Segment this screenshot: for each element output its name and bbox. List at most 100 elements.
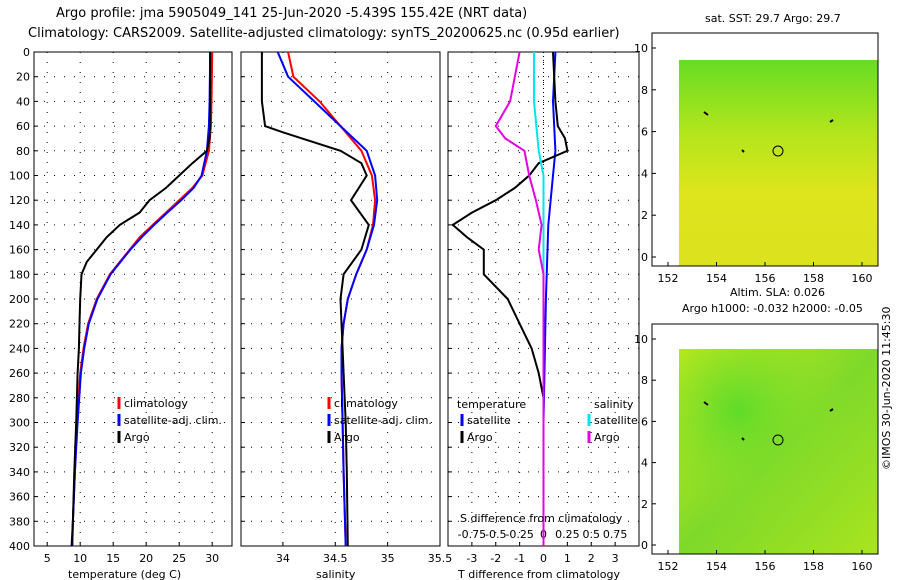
x-top-tick-label: -0.25 — [505, 528, 533, 541]
x-tick-label: 25 — [172, 552, 186, 565]
legend-climatology-label: climatology — [124, 397, 188, 410]
map-y-tick-label: 8 — [641, 84, 648, 97]
x-tick-label: 20 — [139, 552, 153, 565]
map-y-tick-label: 2 — [641, 498, 648, 511]
legend-argo-label: Argo — [334, 431, 360, 444]
map-x-tick-label: 156 — [755, 272, 776, 285]
series-line-climatology — [71, 51, 214, 547]
x-tick-label: 34 — [276, 552, 290, 565]
argo-float-location-marker — [772, 434, 784, 446]
map-y-tick-label: 0 — [641, 539, 648, 552]
x-top-tick-label: -0.5 — [485, 528, 506, 541]
sst-map-field — [679, 60, 878, 266]
y-tick-label: 280 — [9, 392, 30, 405]
series-line-temperature-argo — [451, 51, 569, 546]
y-tick-label: 360 — [9, 491, 30, 504]
x-tick-label: 3 — [612, 552, 619, 565]
x-tick-label: 35 — [381, 552, 395, 565]
map-x-tick-label: 158 — [803, 272, 824, 285]
map-x-tick-label: 160 — [852, 560, 873, 573]
sla-map: 152 154 156 158 160 0 2 4 6 8 10 — [634, 323, 879, 573]
x-tick-label: 10 — [73, 552, 87, 565]
figure-title-line2: Climatology: CARS2009. Satellite-adjuste… — [28, 26, 620, 41]
x-tick-label: -3 — [466, 552, 477, 565]
legend-satellite-label: satellite-adj. clim. — [334, 414, 432, 427]
sst-map-overlay — [679, 60, 878, 266]
y-tick-label: 140 — [9, 219, 30, 232]
map-y-tick-label: 8 — [641, 374, 648, 387]
x-tick-label: 30 — [205, 552, 219, 565]
map-x-tick-label: 152 — [658, 272, 679, 285]
temperature-xlabel: temperature (deg C) — [68, 568, 181, 580]
sst-map-ticks: 152 154 156 158 160 0 2 4 6 8 10 — [634, 42, 873, 285]
map-y-tick-label: 4 — [641, 457, 648, 470]
y-tick-label: 60 — [16, 120, 30, 133]
argo-float-location-marker — [772, 145, 784, 157]
map-y-tick-label: 0 — [641, 251, 648, 264]
x-top-tick-label: -0.75 — [458, 528, 486, 541]
y-tick-label: 220 — [9, 318, 30, 331]
legend-temp-satellite-label: satellite — [467, 414, 511, 427]
x-top-tick-label: 0.25 — [555, 528, 580, 541]
x-tick-label: 5 — [44, 552, 51, 565]
map-y-tick-label: 2 — [641, 209, 648, 222]
sla-map-title-line1: Altim. SLA: 0.026 — [730, 286, 826, 299]
x-tick-label: 35.5 — [428, 552, 453, 565]
t-difference-xlabel: T difference from climatology — [457, 568, 620, 580]
sla-map-overlay — [679, 349, 878, 554]
x-top-tick-label: 0.75 — [603, 528, 628, 541]
map-x-tick-label: 158 — [803, 560, 824, 573]
temperature-panel-frame — [33, 51, 233, 547]
legend-temperature-title: temperature — [457, 398, 526, 411]
x-tick-label: 34.5 — [323, 552, 348, 565]
map-x-tick-label: 154 — [706, 272, 727, 285]
x-tick-label: 15 — [106, 552, 120, 565]
map-y-tick-label: 6 — [641, 415, 648, 428]
figure-title-line1: Argo profile: jma 5905049_141 25-Jun-202… — [56, 6, 528, 21]
y-tick-label: 160 — [9, 244, 30, 257]
x-tick-label: 0 — [540, 552, 547, 565]
y-tick-label: 340 — [9, 466, 30, 479]
y-tick-label: 320 — [9, 441, 30, 454]
x-top-tick-label: 0.5 — [583, 528, 601, 541]
y-tick-label: 380 — [9, 515, 30, 528]
x-tick-label: 2 — [588, 552, 595, 565]
y-tick-label: 300 — [9, 417, 30, 430]
legend-sal-argo-label: Argo — [594, 431, 620, 444]
map-y-tick-label: 6 — [641, 126, 648, 139]
island-coastline — [703, 401, 834, 441]
y-tick-label: 400 — [9, 540, 30, 553]
legend-sal-satellite-label: satellite — [594, 414, 638, 427]
y-tick-label: 180 — [9, 268, 30, 281]
map-y-tick-label: 10 — [634, 333, 648, 346]
series-line-satellite-adj-clim- — [71, 51, 212, 547]
map-x-tick-label: 152 — [658, 560, 679, 573]
legend-salinity-title: salinity — [594, 398, 634, 411]
island-coastline — [703, 111, 834, 153]
temperature-legend: climatology satellite-adj. clim. Argo — [117, 397, 222, 444]
map-x-tick-label: 156 — [755, 560, 776, 573]
sst-map: 152 154 156 158 160 0 2 4 6 8 10 — [634, 32, 879, 285]
legend-temp-argo-label: Argo — [467, 431, 493, 444]
difference-legend: temperature satellite Argo salinity sate… — [457, 398, 638, 444]
sla-map-title-line2: Argo h1000: -0.032 h2000: -0.05 — [682, 302, 863, 315]
series-line-argo — [70, 52, 212, 547]
y-tick-label: 20 — [16, 71, 30, 84]
y-tick-label: 100 — [9, 170, 30, 183]
legend-climatology-label: climatology — [334, 397, 398, 410]
map-x-tick-label: 154 — [706, 560, 727, 573]
y-tick-label: 40 — [16, 95, 30, 108]
salinity-legend: climatology satellite-adj. clim. Argo — [327, 397, 432, 444]
legend-argo-label: Argo — [124, 431, 150, 444]
y-tick-label: 240 — [9, 342, 30, 355]
x-tick-label: -1 — [514, 552, 525, 565]
sla-map-ticks: 152 154 156 158 160 0 2 4 6 8 10 — [634, 333, 873, 573]
series-line-temperature-satellite — [542, 51, 557, 546]
map-y-tick-label: 4 — [641, 167, 648, 180]
s-difference-xlabel: S difference from climatology — [460, 512, 623, 525]
map-x-tick-label: 160 — [852, 272, 873, 285]
salinity-chart: 34 34.5 35 35.5 — [241, 51, 453, 565]
y-tick-label: 200 — [9, 293, 30, 306]
map-y-tick-label: 10 — [634, 42, 648, 55]
